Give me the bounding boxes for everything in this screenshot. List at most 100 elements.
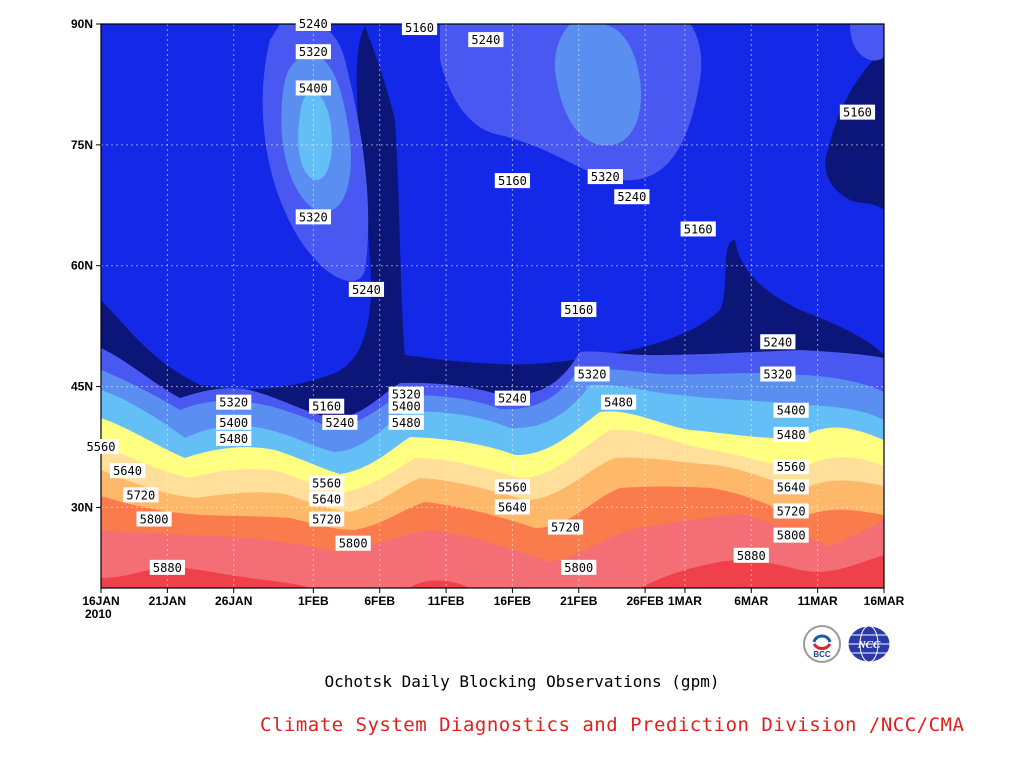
contour-label: 5400 [216, 414, 252, 430]
contour-label: 5800 [136, 511, 172, 527]
contour-label-text: 5640 [777, 480, 806, 494]
contour-label-text: 5800 [564, 561, 593, 575]
contour-label-text: 5720 [312, 513, 341, 527]
contour-label-text: 5560 [87, 440, 116, 454]
contour-label: 5320 [216, 394, 252, 410]
contour-label-bg [309, 475, 345, 491]
contour-label-text: 5160 [498, 174, 527, 188]
contour-label-bg [295, 209, 331, 225]
band-5320-b [554, 24, 641, 146]
contour-label-bg [401, 20, 438, 36]
contour-label-bg [547, 519, 584, 535]
plot-area [101, 24, 884, 588]
contour-label-text: 5800 [339, 537, 368, 551]
contour-label-text: 5480 [604, 396, 633, 410]
contour-label-bg [733, 547, 769, 563]
contour-label: 5160 [839, 104, 876, 120]
contour-label-bg [322, 414, 358, 430]
contour-label-text: 5480 [219, 432, 248, 446]
contour-label-bg [216, 394, 252, 410]
contour-label: 5400 [295, 80, 331, 96]
contour-label: 5640 [494, 499, 531, 515]
contour-label-bg [83, 439, 119, 454]
contour-label: 5800 [561, 559, 597, 575]
contour-label-bg [468, 32, 504, 48]
contour-label-text: 5400 [299, 81, 328, 95]
contour-label-text: 5160 [843, 106, 872, 120]
contour-label: 5240 [494, 390, 531, 406]
contour-label-bg [773, 479, 809, 495]
contour-label: 5320 [760, 366, 796, 382]
contour-label-text: 5240 [352, 283, 381, 297]
contour-label-bg [494, 390, 531, 406]
y-tick-label: 60N [71, 259, 93, 273]
contour-label-bg [494, 173, 531, 189]
contour-label: 5400 [388, 398, 424, 414]
contour-label: 5240 [322, 414, 358, 430]
contour-label-bg [348, 281, 385, 297]
x-tick-label: 26FEB [626, 594, 664, 608]
contour-label: 5320 [574, 366, 610, 382]
contour-label-bg [760, 334, 796, 350]
y-axis: 30N 45N 60N 75N 90N [71, 17, 101, 514]
contour-label: 5720 [547, 519, 584, 535]
contour-label-text: 5240 [617, 190, 646, 204]
contour-label: 5240 [295, 16, 331, 31]
contour-label: 5480 [773, 426, 809, 442]
contour-label: 5560 [773, 459, 809, 475]
x-tick-label: 21FEB [560, 594, 598, 608]
contour-label-text: 5480 [777, 428, 806, 442]
ncc-globe-logo-icon: NCC [846, 624, 891, 663]
contour-label-bg [309, 491, 345, 507]
contour-label-bg [388, 414, 424, 430]
contour-label-text: 5880 [153, 561, 182, 575]
contour-label-bg [773, 459, 809, 475]
contour-label-bg [295, 80, 331, 96]
contour-label: 5480 [216, 430, 252, 446]
contour-label: 5320 [295, 209, 331, 225]
contour-label: 5320 [388, 386, 424, 402]
svg-text:BCC: BCC [813, 650, 831, 659]
contour-label: 5240 [614, 189, 650, 205]
contour-label-text: 5160 [312, 400, 341, 414]
contour-label: 5400 [773, 402, 809, 418]
x-tick-label: 21JAN [149, 594, 186, 608]
contour-label-text: 5720 [777, 504, 806, 518]
y-tick-label: 75N [71, 138, 93, 152]
contour-label: 5720 [309, 511, 345, 527]
contour-label: 5880 [733, 547, 769, 563]
contour-label: 5640 [109, 463, 146, 479]
y-tick-label: 45N [71, 380, 93, 394]
plot-frame [100, 23, 885, 589]
contour-label-bg [216, 414, 252, 430]
contour-label-bg [561, 302, 597, 318]
x-tick-label: 16MAR [864, 594, 905, 608]
contour-label: 5480 [600, 394, 637, 410]
contour-label-bg [335, 535, 371, 551]
contour-label-bg [388, 386, 424, 402]
contour-label-bg [149, 559, 185, 575]
contour-label: 5560 [494, 479, 531, 495]
contour-label-text: 5640 [113, 464, 142, 478]
contour-label-bg [295, 44, 331, 60]
band-5880-south [101, 555, 884, 588]
contour-label-text: 5320 [219, 396, 248, 410]
x-tick-label: 16FEB [494, 594, 532, 608]
contour-label-bg [109, 463, 146, 479]
contour-label-bg [136, 511, 172, 527]
contour-label: 5640 [309, 491, 345, 507]
contour-label-text: 5480 [392, 416, 421, 430]
contour-label-text: 5400 [219, 416, 248, 430]
contour-label: 5560 [309, 475, 345, 491]
contour-label-text: 5240 [498, 392, 527, 406]
contour-label-text: 5320 [299, 210, 328, 224]
contour-label: 5880 [149, 559, 185, 575]
contour-label-text: 5320 [591, 170, 620, 184]
contour-label-bg [309, 398, 345, 414]
y-tick-label: 30N [71, 500, 93, 514]
contour-label-text: 5320 [392, 388, 421, 402]
contour-label: 5160 [680, 221, 716, 237]
contour-label-bg [494, 479, 531, 495]
contour-label: 5240 [468, 32, 504, 48]
x-tick-label: 26JAN [215, 594, 252, 608]
